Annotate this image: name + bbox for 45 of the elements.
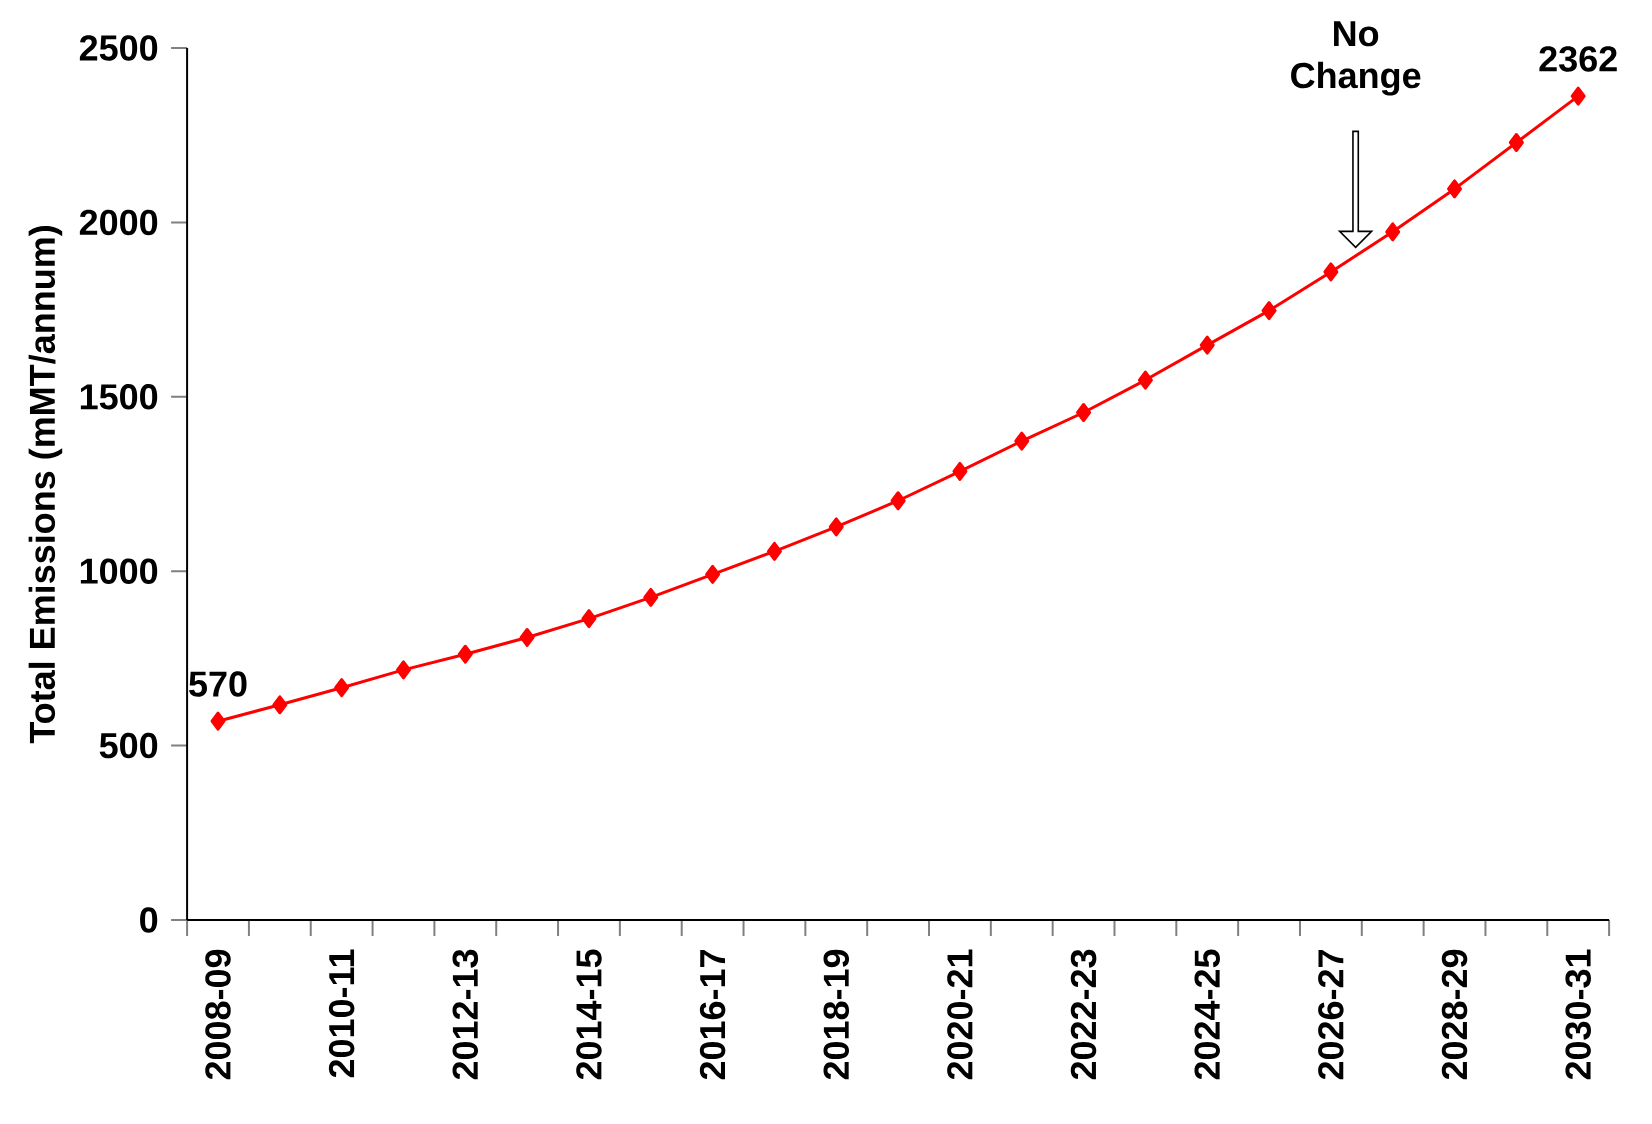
point	[643, 587, 659, 607]
point	[581, 609, 597, 629]
y-axis-title: Total Emissions (mMT/annum)	[28, 226, 63, 744]
x-tick-label: 2010-11	[328, 949, 355, 1078]
point	[1076, 403, 1092, 422]
point	[210, 711, 226, 731]
point	[1447, 179, 1463, 199]
point	[1323, 262, 1339, 282]
point	[457, 644, 473, 664]
data-label: 570	[189, 671, 247, 697]
y-tick-label: 1000	[80, 558, 158, 584]
point	[1199, 335, 1215, 355]
x-tick-label: 2022-23	[1070, 949, 1097, 1080]
point	[519, 627, 535, 647]
y-tick-label: 0	[140, 907, 158, 933]
point	[766, 541, 782, 561]
x-tick-label: 2026-27	[1318, 950, 1344, 1080]
y-tick-label: 1500	[80, 384, 158, 410]
data-label: 2362	[1539, 46, 1617, 72]
x-tick-label: 2012-13	[452, 949, 479, 1080]
point	[395, 660, 411, 680]
point	[705, 564, 721, 584]
annotation: No Change	[1291, 21, 1421, 96]
x-tick-label: 2024-25	[1194, 949, 1220, 1080]
y-tick-label: 2000	[79, 209, 158, 236]
y-tick-label: 500	[99, 732, 158, 759]
x-tick-label: 2008-09	[205, 949, 231, 1080]
point	[1385, 222, 1401, 242]
y-tick-label: 2500	[79, 35, 158, 61]
point	[272, 695, 288, 715]
point	[1014, 431, 1030, 451]
point	[1570, 86, 1586, 106]
point	[828, 517, 844, 537]
point	[1261, 301, 1277, 321]
point	[1137, 370, 1153, 390]
x-tick-label: 2014-15	[576, 949, 602, 1080]
point	[952, 461, 968, 481]
x-tick-label: 2030-31	[1565, 949, 1591, 1080]
x-tick-label: 2018-19	[823, 949, 850, 1080]
x-tick-label: 2020-21	[947, 949, 973, 1080]
x-tick-label: 2016-17	[699, 950, 726, 1080]
x-tick-label: 2028-29	[1441, 949, 1468, 1080]
point	[890, 491, 906, 511]
point	[1508, 133, 1524, 153]
point	[334, 678, 350, 698]
